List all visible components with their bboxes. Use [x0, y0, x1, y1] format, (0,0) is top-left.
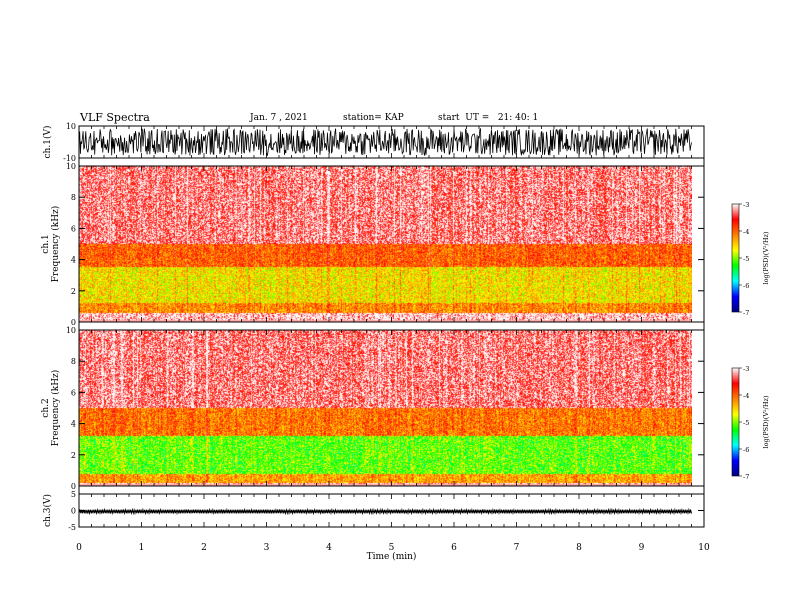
colorbar-tick-label-1: -7 [743, 309, 749, 317]
colorbar-tick-label-1: -6 [743, 282, 749, 290]
ch1-spectrogram-y-label: Frequency (kHz) [50, 206, 61, 283]
x-tick-label: 3 [264, 543, 270, 553]
x-tick-label: 1 [139, 543, 145, 553]
colorbar-tick-label-1: -4 [743, 228, 749, 236]
colorbar-tick-label-2: -6 [743, 446, 749, 454]
ch3-waveform-y-tick-label: 0 [71, 507, 76, 516]
ch1-spectrogram-y-tick-label: 4 [71, 256, 76, 265]
ch1-spectrogram-y-tick-label: 10 [66, 162, 76, 171]
ch1-spectrogram-y-tick-label: 0 [71, 318, 76, 327]
colorbar-tick-label-1: -5 [743, 255, 749, 263]
ch2-spectrogram-y-tick-label: 10 [66, 326, 76, 335]
x-tick-label: 4 [326, 543, 332, 553]
ch1-waveform-trace [78, 127, 692, 156]
colorbar-tick-label-2: -7 [743, 473, 749, 481]
x-tick-label: 9 [639, 543, 645, 553]
ch2-spectrogram-y-tick-label: 8 [71, 357, 76, 366]
ch1-waveform-y-label: ch.1(V) [42, 126, 53, 159]
x-axis-label: Time (min) [367, 551, 417, 562]
colorbar-label-1: log(PSD)(V²/Hz) [762, 231, 770, 284]
colorbar-tick-label-2: -3 [743, 365, 749, 373]
ch1-waveform-y-tick-label: 10 [66, 122, 76, 131]
ch3-waveform-trace [78, 507, 692, 516]
ch2-spectrogram-y-label: Frequency (kHz) [50, 370, 61, 447]
colorbar-tick-label-2: -4 [743, 392, 749, 400]
ch2-spectrogram-image [79, 330, 692, 486]
ch2-spectrogram-y-tick-label: 4 [71, 420, 76, 429]
colorbar-1 [731, 203, 740, 313]
colorbar-tick-label-2: -5 [743, 419, 749, 427]
colorbar-2 [731, 367, 740, 477]
x-tick-label: 5 [389, 543, 395, 553]
ch2-spectrogram-y-tick-label: 6 [71, 388, 76, 397]
colorbar-tick-label-1: -3 [743, 201, 749, 209]
x-tick-label: 6 [451, 543, 457, 553]
ch2-spectrogram-y-tick-label: 2 [71, 451, 76, 460]
ch3-waveform-y-tick-label: -5 [68, 523, 76, 532]
ch3-waveform-y-label: ch.3(V) [42, 494, 53, 527]
ch1-waveform-y-tick-label: -10 [63, 154, 76, 163]
colorbar-label-2: log(PSD)(V²/Hz) [762, 395, 770, 448]
figure-title: VLF Spectra [80, 111, 150, 124]
station-label: station= KAP [343, 113, 404, 123]
x-tick-label: 8 [576, 543, 582, 553]
x-tick-label: 7 [514, 543, 520, 553]
start-time-label: start UT = 21: 40: 1 [438, 113, 539, 123]
ch2-spectrogram-y-label: ch.2 [41, 398, 51, 417]
ch1-spectrogram-y-tick-label: 2 [71, 287, 76, 296]
ch3-waveform-y-tick-label: 5 [71, 490, 76, 499]
x-tick-label: 2 [201, 543, 207, 553]
x-tick-label: 10 [698, 543, 710, 553]
date-label: Jan. 7 , 2021 [250, 113, 308, 123]
ch1-spectrogram-y-tick-label: 8 [71, 193, 76, 202]
ch1-spectrogram-y-tick-label: 6 [71, 224, 76, 233]
ch2-spectrogram-y-tick-label: 0 [71, 482, 76, 491]
ch1-spectrogram-image [79, 166, 692, 322]
ch1-spectrogram-y-label: ch.1 [41, 234, 51, 253]
x-tick-label: 0 [76, 543, 82, 553]
